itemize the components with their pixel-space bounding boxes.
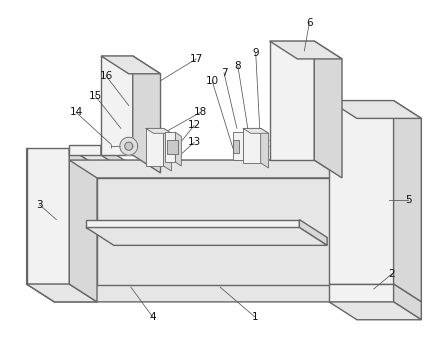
Polygon shape xyxy=(27,284,97,302)
Polygon shape xyxy=(329,101,393,284)
Polygon shape xyxy=(27,148,54,302)
Polygon shape xyxy=(243,128,269,133)
Text: 9: 9 xyxy=(252,48,259,58)
Text: 2: 2 xyxy=(388,269,395,279)
Polygon shape xyxy=(97,178,342,285)
Text: 1: 1 xyxy=(251,312,258,322)
Polygon shape xyxy=(166,132,175,162)
Polygon shape xyxy=(314,160,342,285)
Polygon shape xyxy=(86,227,327,245)
Polygon shape xyxy=(270,41,342,59)
Polygon shape xyxy=(314,41,342,178)
Polygon shape xyxy=(167,140,178,154)
Text: 3: 3 xyxy=(36,200,43,210)
Polygon shape xyxy=(329,302,421,320)
Polygon shape xyxy=(163,128,171,171)
Polygon shape xyxy=(270,41,314,160)
Polygon shape xyxy=(146,128,163,166)
Polygon shape xyxy=(101,56,133,155)
Polygon shape xyxy=(69,148,129,166)
Text: 7: 7 xyxy=(221,68,227,78)
Polygon shape xyxy=(243,128,261,163)
Polygon shape xyxy=(233,140,239,153)
Polygon shape xyxy=(261,128,269,168)
Polygon shape xyxy=(69,160,314,267)
Text: 15: 15 xyxy=(88,91,102,101)
Text: 10: 10 xyxy=(206,76,218,86)
Polygon shape xyxy=(27,267,369,284)
Polygon shape xyxy=(101,145,129,173)
Polygon shape xyxy=(329,101,421,118)
Text: 14: 14 xyxy=(70,107,83,118)
Polygon shape xyxy=(133,56,161,173)
Polygon shape xyxy=(299,220,327,245)
Text: 8: 8 xyxy=(234,61,241,71)
Text: 16: 16 xyxy=(99,71,113,81)
Polygon shape xyxy=(146,128,171,133)
Text: 12: 12 xyxy=(188,120,201,130)
Polygon shape xyxy=(393,101,421,302)
Polygon shape xyxy=(69,148,97,302)
Polygon shape xyxy=(69,145,101,155)
Text: 18: 18 xyxy=(194,107,207,118)
Text: 6: 6 xyxy=(306,18,313,28)
Polygon shape xyxy=(86,220,299,227)
Text: 4: 4 xyxy=(149,312,156,322)
Polygon shape xyxy=(27,284,396,302)
Polygon shape xyxy=(101,56,161,74)
Polygon shape xyxy=(393,284,421,320)
Polygon shape xyxy=(175,132,181,166)
Polygon shape xyxy=(69,160,342,178)
Text: 5: 5 xyxy=(405,195,412,205)
Polygon shape xyxy=(369,267,396,302)
Polygon shape xyxy=(329,284,393,302)
Polygon shape xyxy=(233,132,243,160)
Text: 13: 13 xyxy=(188,137,201,147)
Polygon shape xyxy=(120,137,138,155)
Polygon shape xyxy=(27,148,69,284)
Text: 17: 17 xyxy=(190,54,203,64)
Polygon shape xyxy=(125,142,133,150)
